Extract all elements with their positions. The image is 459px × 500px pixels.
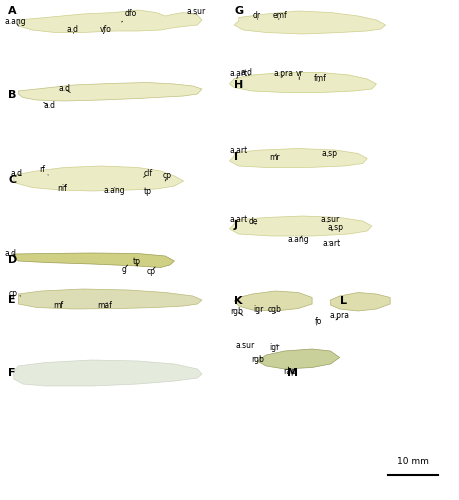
Text: nif: nif — [57, 184, 67, 193]
Polygon shape — [18, 10, 202, 32]
Text: igr: igr — [269, 343, 280, 352]
Text: rgb: rgb — [252, 356, 264, 364]
Text: a.ang: a.ang — [5, 17, 26, 26]
Text: dfo: dfo — [122, 10, 137, 22]
Polygon shape — [257, 349, 340, 369]
Text: a.d: a.d — [241, 68, 253, 77]
Text: a.d: a.d — [58, 84, 70, 93]
Text: rf: rf — [39, 166, 48, 175]
Text: a.d: a.d — [67, 26, 78, 35]
Text: a.pra: a.pra — [330, 312, 350, 320]
Text: dr: dr — [253, 12, 261, 20]
Text: a.art: a.art — [230, 70, 248, 78]
Text: rap: rap — [284, 367, 297, 376]
Text: tp: tp — [144, 188, 152, 196]
Text: F: F — [8, 368, 16, 378]
Polygon shape — [14, 166, 184, 191]
Text: rgb: rgb — [230, 306, 243, 316]
Polygon shape — [14, 253, 174, 268]
Text: a.sur: a.sur — [235, 342, 255, 350]
Text: emf: emf — [273, 12, 287, 20]
Text: H: H — [234, 80, 243, 90]
Polygon shape — [330, 292, 390, 311]
Text: mr: mr — [269, 153, 280, 162]
Text: maf: maf — [97, 300, 112, 310]
Text: E: E — [8, 295, 16, 305]
Text: cp: cp — [147, 266, 156, 276]
Text: g: g — [122, 264, 128, 274]
Text: a.sur: a.sur — [186, 6, 206, 16]
Polygon shape — [14, 360, 202, 386]
Polygon shape — [234, 291, 312, 311]
Text: vfo: vfo — [100, 26, 112, 35]
Text: de: de — [249, 218, 258, 226]
Text: a.pra: a.pra — [274, 70, 294, 78]
Polygon shape — [18, 82, 202, 101]
Text: J: J — [234, 220, 238, 230]
Polygon shape — [234, 11, 386, 34]
Text: fo: fo — [314, 318, 322, 326]
Text: clf: clf — [143, 170, 152, 178]
Text: tp: tp — [133, 257, 141, 266]
Text: a.d: a.d — [10, 170, 22, 178]
Text: I: I — [234, 152, 238, 162]
Text: a.ang: a.ang — [287, 236, 309, 244]
Text: a.sp: a.sp — [322, 150, 337, 158]
Text: K: K — [234, 296, 243, 306]
Text: G: G — [234, 6, 243, 16]
Text: a.art: a.art — [230, 214, 248, 224]
Text: fmf: fmf — [314, 74, 327, 83]
Polygon shape — [18, 289, 202, 309]
Text: igr: igr — [253, 306, 263, 314]
Text: vr: vr — [296, 70, 303, 80]
Text: M: M — [287, 368, 298, 378]
Text: C: C — [8, 175, 17, 185]
Text: a.ang: a.ang — [103, 186, 125, 195]
Text: L: L — [340, 296, 347, 306]
Text: A: A — [8, 6, 17, 16]
Text: cgb: cgb — [268, 305, 281, 314]
Text: a.art: a.art — [323, 240, 341, 248]
Polygon shape — [230, 216, 372, 236]
Text: cp: cp — [163, 172, 172, 181]
Text: a.d: a.d — [44, 102, 56, 110]
Text: 10 mm: 10 mm — [397, 457, 429, 466]
Text: a.sur: a.sur — [321, 214, 340, 224]
Text: cp: cp — [8, 289, 21, 298]
Polygon shape — [230, 72, 376, 92]
Text: B: B — [8, 90, 17, 100]
Text: D: D — [8, 255, 17, 265]
Text: a.d: a.d — [5, 249, 17, 258]
Text: a.sp: a.sp — [327, 224, 343, 232]
Polygon shape — [230, 148, 367, 168]
Text: a.art: a.art — [230, 146, 248, 155]
Text: mf: mf — [54, 300, 64, 310]
